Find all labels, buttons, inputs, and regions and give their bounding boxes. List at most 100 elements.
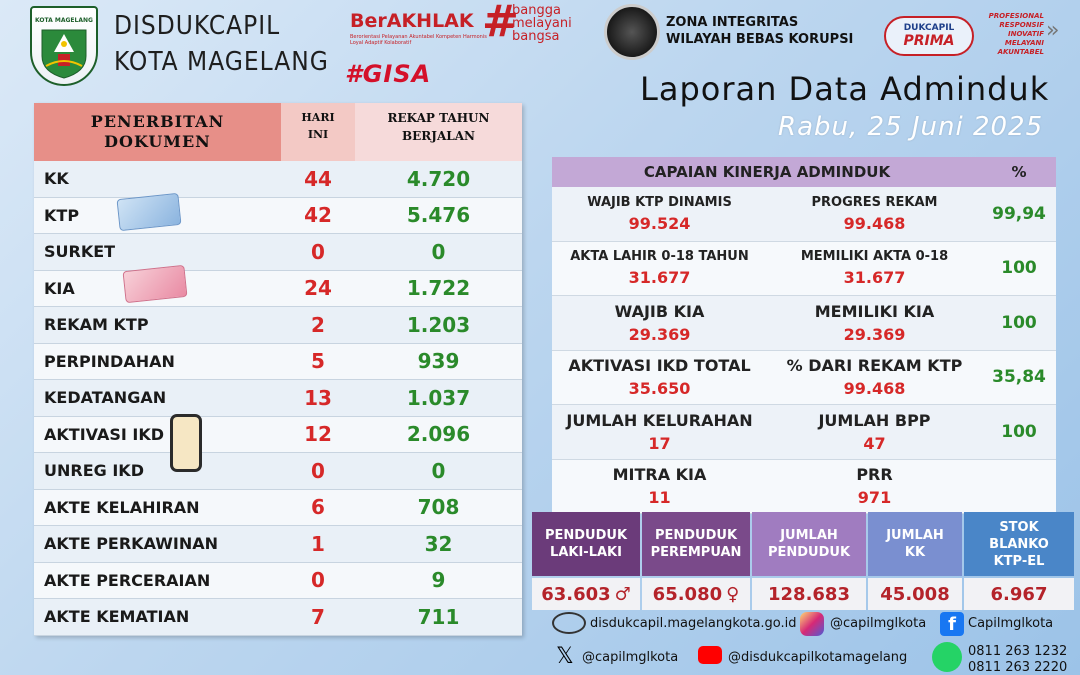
phone-numbers: 0811 263 1232 0811 263 2220 bbox=[968, 644, 1067, 675]
kinerja-percentage: 100 bbox=[1001, 258, 1037, 279]
female-person-icon: ♀ bbox=[726, 583, 740, 605]
kinerja-row: WAJIB KIA 29.369 MEMILIKI KIA 29.369 100 bbox=[552, 296, 1056, 351]
zi-line-2: WILAYAH BEBAS KORUPSI bbox=[666, 32, 854, 47]
kinerja-label: MEMILIKI AKTA 0-18 bbox=[800, 249, 949, 265]
kinerja-value: 99.468 bbox=[843, 213, 906, 233]
kinerja-cell-left: MITRA KIA 11 bbox=[552, 460, 767, 514]
table-row: KTP 42 5.476 bbox=[34, 197, 522, 234]
bangga-hash-icon: # bbox=[482, 0, 519, 47]
today-count: 5 bbox=[311, 349, 325, 374]
header-today: HARI INI bbox=[281, 103, 355, 161]
website-link[interactable]: disdukcapil.magelangkota.go.id bbox=[590, 616, 797, 631]
population-column: PENDUDUK LAKI-LAKI 63.603 ♂ bbox=[532, 512, 640, 610]
today-count: 6 bbox=[311, 495, 325, 520]
year-count: 0 bbox=[431, 458, 446, 483]
today-count: 2 bbox=[311, 312, 325, 337]
kinerja-pct-header: % bbox=[1011, 163, 1027, 181]
youtube-icon bbox=[698, 646, 722, 664]
population-label-2: PENDUDUK bbox=[767, 545, 851, 560]
kinerja-row: AKTA LAHIR 0-18 TAHUN 31.677 MEMILIKI AKTA… bbox=[552, 241, 1056, 296]
population-header: JUMLAH KK bbox=[868, 512, 962, 576]
document-name: UNREG IKD bbox=[44, 461, 144, 481]
instagram-icon bbox=[800, 612, 824, 636]
document-name: AKTE KEMATIAN bbox=[44, 607, 190, 627]
dukcapil-prima-logo: DUKCAPIL PRIMA bbox=[884, 16, 974, 56]
kinerja-cell-right: MEMILIKI AKTA 0-18 31.677 bbox=[767, 242, 982, 296]
kinerja-cell-left: WAJIB KTP DINAMIS 99.524 bbox=[552, 187, 767, 241]
instagram-handle[interactable]: @capilmglkota bbox=[830, 616, 927, 631]
today-count: 24 bbox=[304, 276, 332, 301]
kinerja-label: AKTA LAHIR 0-18 TAHUN bbox=[570, 249, 749, 265]
population-column: JUMLAH KK 45.008 bbox=[868, 512, 962, 610]
kinerja-value: 29.369 bbox=[843, 324, 906, 344]
facebook-handle[interactable]: Capilmglkota bbox=[968, 616, 1054, 631]
kinerja-label: JUMLAH KELURAHAN bbox=[566, 410, 753, 430]
population-value-box: 65.080 ♀ bbox=[642, 578, 750, 610]
kinerja-cell-left: AKTIVASI IKD TOTAL 35.650 bbox=[552, 351, 767, 405]
header-document: PENERBITAN DOKUMEN bbox=[34, 103, 281, 161]
table-row: AKTE KELAHIRAN 6 708 bbox=[34, 489, 522, 526]
facebook-icon: f bbox=[940, 612, 964, 636]
population-column: STOK BLANKO KTP-EL 6.967 bbox=[964, 512, 1074, 610]
kinerja-percentage: 35,84 bbox=[992, 367, 1046, 388]
today-count: 12 bbox=[304, 422, 332, 447]
prima-tag-1: PROFESIONAL bbox=[988, 12, 1044, 20]
today-count: 7 bbox=[311, 604, 325, 629]
document-name: KTP bbox=[44, 205, 80, 225]
kinerja-value: 35.650 bbox=[628, 379, 691, 399]
document-name: SURKET bbox=[44, 242, 116, 262]
org-line-2: KOTA MAGELANG bbox=[114, 47, 329, 77]
phone-1[interactable]: 0811 263 1232 bbox=[968, 644, 1068, 659]
header-year: REKAP TAHUN BERJALAN bbox=[355, 103, 522, 161]
prima-tag-3: INOVATIF bbox=[1007, 30, 1044, 38]
org-name: DISDUKCAPIL KOTA MAGELANG bbox=[114, 8, 329, 80]
today-count: 1 bbox=[311, 531, 325, 556]
header-year-line-1: REKAP TAHUN bbox=[387, 111, 490, 125]
org-line-1: DISDUKCAPIL bbox=[114, 11, 281, 41]
prima-tag-2: RESPONSIF bbox=[999, 21, 1044, 29]
header-document-line-2: DOKUMEN bbox=[104, 132, 211, 151]
population-label-2: KK bbox=[904, 545, 926, 560]
phone-2[interactable]: 0811 263 2220 bbox=[968, 660, 1068, 675]
kinerja-value: 17 bbox=[648, 433, 671, 453]
report-title: Laporan Data Adminduk bbox=[640, 70, 1050, 108]
document-name: AKTE KELAHIRAN bbox=[44, 497, 200, 517]
kinerja-body: WAJIB KTP DINAMIS 99.524 PROGRES REKAM 99.4… bbox=[552, 187, 1056, 514]
year-count: 939 bbox=[417, 349, 460, 374]
table-row: REKAM KTP 2 1.203 bbox=[34, 307, 522, 344]
berakhlak-logo: BerAKHLAK bbox=[350, 10, 474, 32]
table-row: KIA 24 1.722 bbox=[34, 270, 522, 307]
bangga-line-2: melayani bbox=[512, 16, 572, 31]
table-body: KK 44 4.720 KTP 42 5.476 SURKET 0 0 KIA 24 1.722 REK… bbox=[34, 161, 522, 636]
logo-text: KOTA MAGELANG bbox=[35, 16, 93, 24]
globe-icon bbox=[552, 612, 586, 634]
population-label-1: JUMLAH bbox=[886, 528, 944, 543]
kota-magelang-logo: KOTA MAGELANG bbox=[30, 6, 98, 86]
kinerja-value: 11 bbox=[648, 488, 671, 508]
kinerja-value: 971 bbox=[857, 488, 892, 508]
twitter-handle[interactable]: @capilmglkota bbox=[582, 650, 679, 665]
today-count: 0 bbox=[311, 568, 325, 593]
year-count: 711 bbox=[417, 604, 460, 629]
today-count: 44 bbox=[304, 166, 332, 191]
prima-tagline: PROFESIONAL RESPONSIF INOVATIF MELAYANI … bbox=[984, 12, 1044, 57]
table-row: AKTE PERKAWINAN 1 32 bbox=[34, 526, 522, 563]
population-label-2: BLANKO bbox=[989, 536, 1049, 552]
today-count: 42 bbox=[304, 203, 332, 228]
population-value-box: 6.967 bbox=[964, 578, 1074, 610]
year-count: 32 bbox=[424, 531, 453, 556]
header-year-line-2: BERJALAN bbox=[402, 129, 475, 143]
kinerja-title: CAPAIAN KINERJA ADMINDUK bbox=[643, 163, 891, 181]
kinerja-row: MITRA KIA 11 PRR 971 bbox=[552, 459, 1056, 514]
population-header: JUMLAH PENDUDUK bbox=[752, 512, 866, 576]
zona-integritas-text: ZONA INTEGRITAS WILAYAH BEBAS KORUPSI bbox=[666, 14, 853, 48]
year-count: 4.720 bbox=[406, 166, 471, 191]
population-value: 128.683 bbox=[768, 583, 850, 605]
population-value: 6.967 bbox=[990, 583, 1048, 605]
document-name: KIA bbox=[44, 278, 75, 298]
youtube-handle[interactable]: @disdukcapilkotamagelang bbox=[728, 650, 908, 665]
kinerja-label: WAJIB KIA bbox=[614, 301, 705, 321]
population-summary: PENDUDUK LAKI-LAKI 63.603 ♂ PENDUDUK PEREMPUA… bbox=[532, 512, 1078, 610]
kinerja-cell-left: JUMLAH KELURAHAN 17 bbox=[552, 405, 767, 459]
kinerja-label: PRR bbox=[856, 465, 893, 485]
